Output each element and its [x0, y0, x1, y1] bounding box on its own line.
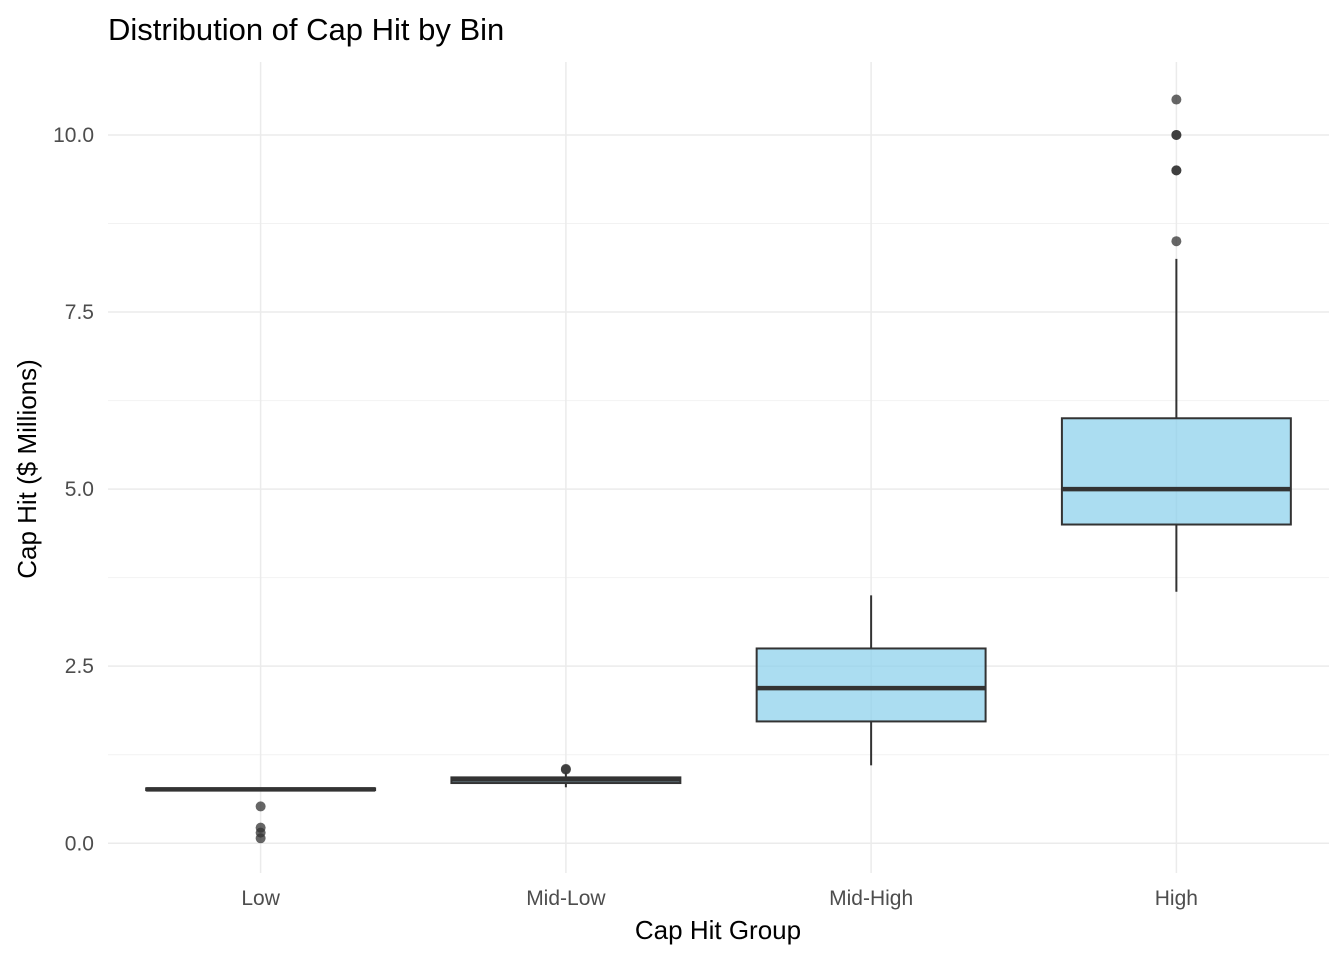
boxes — [145, 94, 1292, 844]
iqr-box — [755, 647, 987, 723]
x-axis-title: Cap Hit Group — [635, 915, 801, 945]
y-tick-label: 7.5 — [65, 301, 94, 324]
outlier-point — [255, 801, 266, 812]
box-low — [145, 787, 377, 844]
x-tick-label: High — [1155, 887, 1198, 910]
x-tick-label: Mid-Low — [526, 887, 606, 910]
x-tick-label: Mid-High — [829, 887, 913, 910]
y-tick-label: 5.0 — [65, 478, 94, 501]
iqr-box — [1060, 417, 1292, 526]
chart-title: Distribution of Cap Hit by Bin — [108, 12, 504, 47]
box-high — [1060, 94, 1292, 592]
y-tick-label: 0.0 — [65, 832, 94, 855]
outlier-point — [1171, 129, 1182, 140]
y-tick-label: 2.5 — [65, 655, 94, 678]
box-mid-low — [450, 763, 682, 788]
x-tick-label: Low — [241, 887, 280, 910]
y-axis-title: Cap Hit ($ Millions) — [12, 359, 42, 579]
outlier-point — [1171, 94, 1182, 105]
y-tick-label: 10.0 — [53, 124, 94, 147]
outlier-point — [1171, 236, 1182, 247]
tick-labels: 0.0 2.5 5.0 7.5 10.0 Low Mid-Low Mid-High High — [53, 124, 1198, 910]
outlier-point — [255, 822, 266, 833]
outlier-point — [1171, 165, 1182, 176]
outlier-point — [560, 763, 571, 774]
box-mid-high — [755, 595, 987, 766]
